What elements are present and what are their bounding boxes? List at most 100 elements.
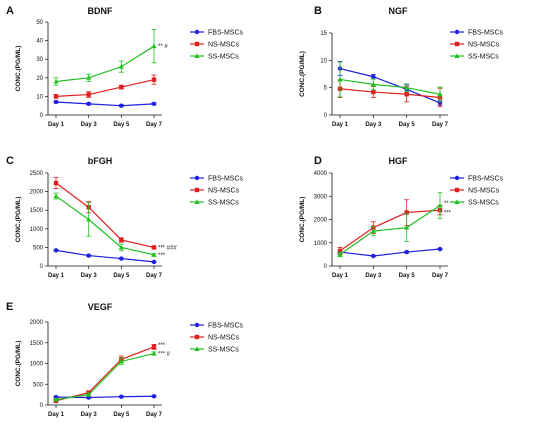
data-point	[53, 78, 59, 84]
series-ns-mscs	[337, 79, 443, 108]
significance-annotation: *** ###	[158, 245, 177, 251]
data-point	[86, 392, 92, 397]
chart-panel-e: E VEGF 0 500 1000 1500 2000 CONC.(PG/ML) Day 1 Da…	[6, 301, 244, 418]
x-tick-label: Day 3	[81, 412, 98, 418]
series-ss-mscs	[337, 192, 443, 258]
data-point	[337, 76, 343, 82]
x-tick-label: Day 3	[365, 122, 382, 128]
y-axis-label: CONC.(PG/ML)	[15, 341, 22, 387]
series-line	[339, 88, 441, 99]
data-point	[371, 74, 376, 79]
data-point	[404, 85, 410, 90]
x-tick-label: Day 7	[146, 122, 163, 128]
data-point	[53, 397, 59, 402]
x-tick-label: Day 1	[332, 273, 349, 279]
data-point	[437, 246, 443, 252]
data-point	[86, 75, 92, 80]
data-point	[371, 89, 376, 95]
data-point	[86, 216, 92, 222]
series-ns-mscs	[53, 177, 157, 250]
x-tick-label: Day 5	[113, 273, 130, 279]
panel-title: HGF	[389, 156, 409, 166]
series-ns-mscs	[53, 344, 157, 404]
panel-title: NGF	[389, 6, 409, 16]
legend-label: FBS-MSCs	[208, 323, 244, 330]
panel-title: bFGH	[88, 156, 113, 166]
data-point	[86, 101, 91, 107]
x-tick-label: Day 3	[81, 273, 98, 279]
x-tick-label: Day 5	[113, 412, 130, 418]
y-tick-label: 2500	[30, 171, 44, 177]
data-point	[53, 99, 59, 105]
y-tick-label: 50	[36, 20, 43, 26]
significance-annotation: ***	[158, 343, 166, 349]
legend-label: NS-MSCs	[208, 335, 240, 342]
series-ns-mscs	[53, 74, 157, 99]
data-point	[119, 237, 124, 243]
legend-label: SS-MSCs	[208, 54, 239, 61]
panel-letter: E	[6, 301, 13, 313]
data-point	[86, 253, 91, 258]
x-tick-label: Day 7	[432, 122, 449, 128]
legend-marker	[194, 29, 200, 35]
data-point	[371, 253, 376, 259]
series-ss-mscs	[337, 61, 443, 102]
series-fbs-mscs	[53, 248, 157, 265]
data-point	[151, 394, 157, 399]
data-point	[437, 91, 443, 97]
data-point	[404, 225, 410, 230]
data-point	[337, 251, 343, 257]
legend-marker	[454, 41, 460, 47]
series-line	[339, 248, 441, 257]
legend-marker	[194, 199, 200, 204]
legend-label: FBS-MSCs	[208, 176, 244, 183]
series-line	[55, 346, 155, 402]
data-point	[404, 92, 409, 97]
y-tick-label: 10	[36, 94, 43, 100]
legend-label: NS-MSCs	[208, 188, 240, 195]
legend-label: NS-MSCs	[208, 42, 240, 49]
series-fbs-mscs	[53, 394, 157, 400]
panel-title: BDNF	[88, 6, 113, 16]
series-line	[55, 79, 155, 97]
data-point	[404, 249, 409, 255]
data-point	[370, 228, 376, 234]
significance-annotation: ***	[444, 211, 452, 217]
series-line	[55, 182, 155, 248]
legend-label: NS-MSCs	[468, 188, 500, 195]
y-tick-label: 40	[36, 39, 43, 45]
series-line	[55, 352, 155, 401]
legend-label: SS-MSCs	[468, 54, 499, 61]
data-point	[118, 244, 124, 250]
x-tick-label: Day 5	[113, 122, 130, 128]
panel-letter: A	[6, 5, 14, 17]
data-point	[151, 101, 157, 107]
series-ss-mscs	[53, 350, 157, 402]
legend-marker	[194, 322, 200, 328]
significance-annotation: *** #	[158, 352, 171, 358]
y-tick-label: 2000	[30, 190, 44, 196]
legend-marker	[454, 187, 460, 193]
data-point	[53, 193, 59, 199]
y-tick-label: 5	[324, 86, 328, 92]
x-tick-label: Day 1	[48, 273, 65, 279]
y-tick-label: 30	[36, 57, 43, 63]
legend-label: FBS-MSCs	[208, 30, 244, 37]
y-tick-label: 2000	[314, 218, 328, 224]
chart-panel-a: A BDNF 0 10 20 30 40 50 CONC.(PG/ML) Day 1 Day 3 Da…	[6, 5, 244, 128]
y-tick-label: 1000	[314, 241, 328, 247]
data-point	[404, 210, 409, 215]
series-line	[55, 45, 155, 83]
x-tick-label: Day 7	[146, 273, 163, 279]
series-ns-mscs	[337, 199, 443, 255]
legend-marker	[194, 346, 200, 351]
legend-marker	[454, 199, 460, 204]
panel-title: VEGF	[88, 302, 113, 312]
y-tick-label: 500	[33, 245, 44, 251]
legend-marker	[454, 53, 460, 58]
data-point	[118, 64, 124, 69]
x-tick-label: Day 5	[399, 122, 416, 128]
panel-letter: B	[314, 5, 322, 17]
y-tick-label: 0	[324, 264, 328, 270]
